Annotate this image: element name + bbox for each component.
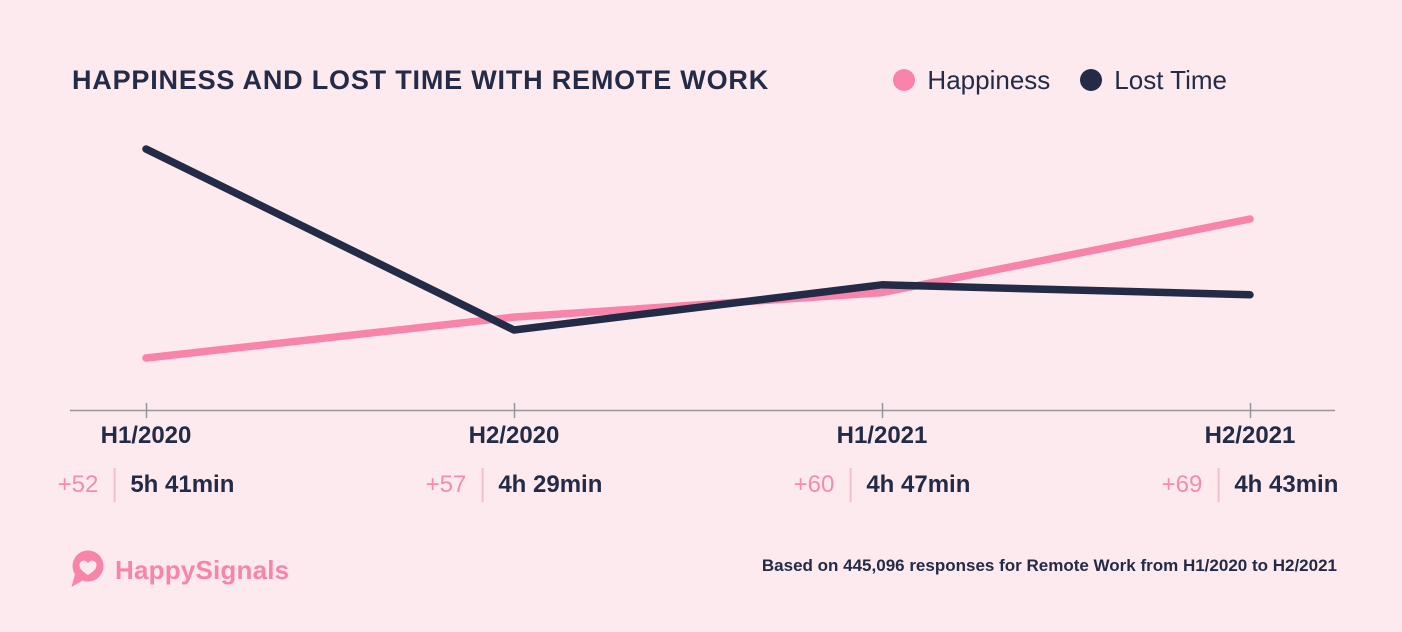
happiness-value: +52: [57, 471, 99, 498]
legend: Happiness Lost Time: [893, 65, 1227, 96]
value-divider: [481, 468, 484, 502]
lost-time-value: 4h 47min: [866, 471, 971, 498]
legend-label: Lost Time: [1114, 64, 1227, 95]
legend-label: Happiness: [927, 64, 1051, 95]
happiness-value: +69: [1161, 471, 1203, 498]
lost-time-value: 4h 43min: [1234, 471, 1339, 498]
source-note: Based on 445,096 responses for Remote Wo…: [761, 556, 1337, 575]
happysignals-logo-icon: [71, 550, 104, 587]
period-values: +57 4h 29min: [425, 468, 603, 502]
value-divider: [1217, 468, 1220, 502]
x-axis-label: H1/2020: [100, 422, 192, 449]
chart-title: HAPPINESS AND LOST TIME WITH REMOTE WORK: [72, 64, 769, 95]
value-divider: [849, 468, 852, 502]
lost-time-value: 5h 41min: [130, 471, 235, 498]
x-axis-label: H1/2021: [836, 422, 928, 449]
legend-dot-icon: [1080, 69, 1103, 91]
period-values: +52 5h 41min: [57, 468, 235, 502]
happiness-value: +60: [793, 471, 835, 498]
legend-dot-icon: [893, 69, 916, 91]
series-line-lost-time: [142, 145, 1254, 334]
happysignals-logo: HappySignals: [68, 549, 289, 591]
lost-time-value: 4h 29min: [498, 471, 603, 498]
legend-item-happiness: Happiness: [893, 65, 1050, 96]
x-axis-label: H2/2021: [1204, 422, 1296, 449]
header: HAPPINESS AND LOST TIME WITH REMOTE WORK…: [72, 58, 1335, 102]
happiness-value: +57: [425, 471, 467, 498]
x-axis-label: H2/2020: [468, 422, 560, 449]
period-values: +60 4h 47min: [793, 468, 971, 502]
legend-item-lost-time: Lost Time: [1080, 65, 1227, 96]
value-divider: [113, 468, 116, 502]
period-values: +69 4h 43min: [1161, 468, 1339, 502]
happysignals-logo-text: HappySignals: [115, 554, 290, 585]
